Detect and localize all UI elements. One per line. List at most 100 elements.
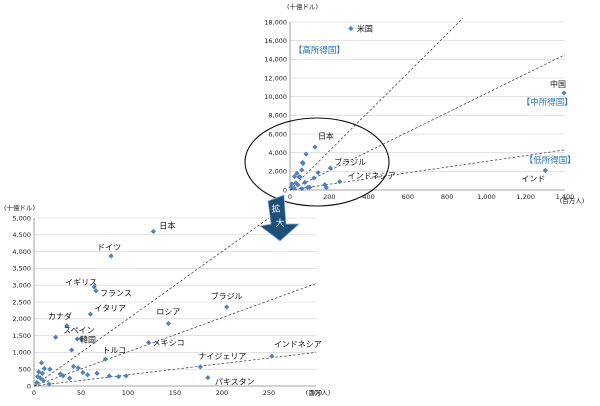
- data-point-label: 韓国: [80, 335, 96, 345]
- y-tick-label: 4,500: [12, 231, 31, 239]
- data-point-marker: [291, 173, 298, 180]
- y-tick-label: 2,500: [12, 298, 31, 306]
- data-point-marker: [35, 373, 41, 380]
- data-point-label: メキシコ: [153, 339, 185, 348]
- data-point-marker: [53, 334, 59, 340]
- y-tick-label: 0: [283, 186, 287, 194]
- x-tick-label: 50: [77, 389, 85, 397]
- y-unit-label: (十億ドル): [287, 2, 318, 11]
- data-point-label: 日本: [318, 131, 334, 141]
- data-point-marker: [299, 186, 305, 192]
- trendline: [33, 352, 317, 387]
- x-tick-label: 1,400: [556, 193, 575, 201]
- data-point-marker: [337, 179, 343, 185]
- zoom-arrow-shape: [259, 194, 301, 242]
- income-group-label: 【中所得国】: [522, 97, 573, 108]
- data-point-marker: [224, 304, 230, 310]
- y-tick-label: 0: [27, 382, 31, 390]
- data-point-marker: [84, 372, 91, 378]
- x-tick-label: 800: [441, 193, 453, 201]
- y-tick-label: 500: [19, 366, 31, 374]
- trendline: [33, 217, 270, 387]
- y-tick-label: 14,000: [264, 56, 287, 64]
- data-point-marker: [64, 323, 70, 329]
- data-point-marker: [80, 369, 86, 376]
- data-point-marker: [297, 174, 303, 180]
- y-tick-label: 5,000: [12, 214, 31, 222]
- data-point-label: 米国: [357, 24, 373, 34]
- data-point-label: インドネシア: [348, 172, 396, 181]
- income-group-label: 【高所得国】: [294, 45, 345, 56]
- x-tick-label: 0: [32, 389, 36, 397]
- data-point-marker: [299, 167, 305, 173]
- trendline: [289, 18, 464, 191]
- x-tick-label: 250: [263, 389, 275, 397]
- data-point-label: フランス: [100, 289, 132, 298]
- data-point-marker: [91, 284, 97, 290]
- y-tick-label: 2,000: [268, 168, 287, 176]
- zoom-scatter-chart: 05001,0001,5002,0002,5003,0003,5004,0004…: [4, 203, 330, 397]
- x-unit-label: (百万人): [306, 389, 331, 397]
- y-tick-label: 4,000: [268, 149, 287, 157]
- data-point-marker: [93, 288, 99, 294]
- data-point-marker: [269, 353, 275, 359]
- data-point-label: イタリア: [94, 304, 126, 313]
- y-tick-label: 1,000: [12, 349, 31, 357]
- data-point-label: ブラジル: [211, 291, 243, 301]
- y-tick-label: 6,000: [268, 130, 287, 138]
- data-point-marker: [123, 373, 129, 379]
- data-point-marker: [323, 185, 329, 191]
- data-point-marker: [348, 25, 354, 32]
- data-point-marker: [327, 165, 333, 171]
- income-group-label: 【低所得国】: [525, 155, 576, 166]
- data-point-marker: [116, 373, 122, 380]
- data-point-marker: [288, 184, 294, 190]
- y-tick-label: 1,500: [12, 332, 31, 340]
- data-point-marker: [542, 167, 548, 173]
- data-point-marker: [294, 170, 300, 176]
- data-point-marker: [561, 90, 567, 96]
- data-point-marker: [41, 365, 47, 372]
- x-tick-label: 0: [288, 193, 292, 201]
- data-point-marker: [60, 373, 66, 379]
- data-point-marker: [303, 151, 309, 157]
- data-point-label: ロシア: [156, 308, 180, 317]
- data-point-marker: [302, 179, 308, 186]
- data-point-marker: [69, 347, 75, 353]
- data-point-label: ナイジェリア: [198, 352, 246, 361]
- y-tick-label: 2,000: [12, 315, 31, 323]
- data-point-label: カナダ: [48, 311, 72, 321]
- data-point-label: 中国: [550, 79, 566, 89]
- y-tick-label: 18,000: [264, 18, 287, 26]
- data-point-marker: [311, 175, 317, 181]
- data-point-marker: [165, 320, 172, 327]
- data-point-marker: [307, 184, 313, 190]
- x-tick-label: 300: [310, 389, 322, 397]
- data-point-marker: [39, 370, 46, 376]
- data-point-marker: [37, 375, 44, 381]
- y-tick-label: 16,000: [264, 37, 287, 45]
- data-point-marker: [102, 356, 109, 362]
- data-point-marker: [75, 365, 81, 371]
- data-point-marker: [38, 360, 45, 366]
- data-point-label: インド: [521, 174, 545, 183]
- x-tick-label: 1,200: [516, 193, 535, 201]
- data-point-marker: [322, 182, 328, 188]
- overview-scatter-chart: 0 2,000 4,000 6,000 8,000 10,000 12,000 14,000 1…: [264, 2, 584, 205]
- data-point-marker: [46, 381, 52, 387]
- data-point-marker: [34, 380, 40, 386]
- data-point-marker: [106, 373, 112, 379]
- x-tick-label: 100: [122, 389, 134, 397]
- data-point-marker: [67, 375, 73, 381]
- data-point-label: トルコ: [102, 346, 126, 355]
- data-point-marker: [146, 340, 152, 346]
- data-point-label: インドネシア: [274, 340, 322, 349]
- data-point-label: パキスタン: [215, 378, 255, 387]
- data-point-marker: [295, 182, 301, 188]
- data-point-label: イギリス: [65, 278, 97, 287]
- zoom-label-char-2: 大: [275, 217, 284, 229]
- zoom-region-ellipse: [244, 117, 390, 207]
- data-point-marker: [40, 378, 46, 384]
- data-point-marker: [197, 364, 203, 370]
